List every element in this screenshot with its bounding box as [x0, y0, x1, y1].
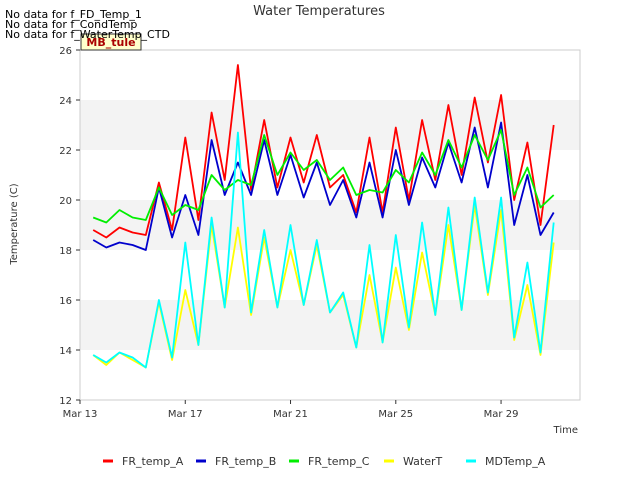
x-tick-label: Mar 25 — [378, 409, 413, 420]
y-axis-label: Temperature (C) — [9, 183, 20, 265]
legend-label: FR_temp_A — [122, 455, 184, 468]
x-tick-label: Mar 29 — [484, 409, 519, 420]
plot-frame — [79, 49, 581, 401]
y-tick-label: 24 — [59, 96, 72, 107]
background-band — [80, 250, 580, 300]
y-axis-ticks: 12 14 16 18 20 22 24 26 — [59, 46, 80, 407]
site-badge-label: MB_tule — [86, 36, 135, 49]
series-line-mdtemp-a — [92, 131, 555, 369]
y-tick-label: 14 — [59, 346, 72, 357]
y-tick-label: 20 — [59, 196, 72, 207]
no-data-note-1: No data for f_FD_Temp_1 — [5, 8, 142, 21]
no-data-note-2: No data for f_CondTemp — [5, 18, 137, 31]
legend-label: FR_temp_C — [308, 455, 370, 468]
y-tick-label: 22 — [59, 146, 72, 157]
legend: FR_temp_A FR_temp_B FR_temp_C WaterT MDTemp_… — [103, 455, 546, 468]
legend-label: FR_temp_B — [215, 455, 276, 468]
background-band — [80, 150, 580, 200]
series-line-fr-temp-c — [92, 129, 555, 224]
series-line-fr-temp-a — [92, 64, 555, 239]
y-tick-label: 26 — [59, 46, 72, 57]
x-tick-label: Mar 21 — [273, 409, 308, 420]
chart-title: Water Temperatures — [253, 4, 385, 19]
y-tick-label: 18 — [59, 246, 72, 257]
x-tick-label: Mar 17 — [168, 409, 203, 420]
legend-label: MDTemp_A — [485, 455, 546, 468]
site-badge: MB_tule — [80, 33, 142, 51]
x-tick-label: Mar 13 — [63, 409, 98, 420]
no-data-note-3: No data for f_WaterTemp_CTD — [5, 28, 170, 41]
y-tick-label: 16 — [59, 296, 72, 307]
y-tick-label: 12 — [59, 396, 72, 407]
plot-background-bands — [80, 50, 580, 400]
x-axis-ticks: Mar 13 Mar 17 Mar 21 Mar 25 Mar 29 — [63, 400, 519, 420]
legend-label: WaterT — [403, 455, 443, 468]
data-series-lines — [92, 64, 555, 369]
background-band — [80, 50, 580, 100]
background-band — [80, 350, 580, 400]
x-axis-label: Time — [553, 425, 578, 436]
